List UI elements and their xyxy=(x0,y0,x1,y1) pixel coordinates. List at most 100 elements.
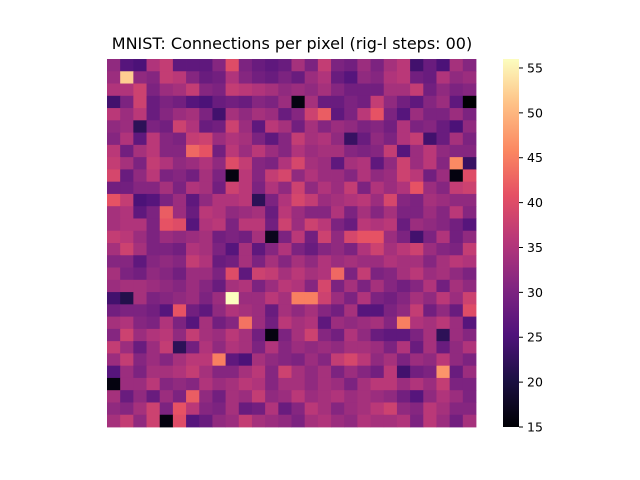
heatmap-cell xyxy=(107,341,121,354)
heatmap-cell xyxy=(357,402,371,416)
heatmap-cell xyxy=(449,328,464,342)
heatmap-cell xyxy=(265,304,279,317)
heatmap-cell xyxy=(146,377,161,391)
heatmap-cell xyxy=(278,230,292,244)
heatmap-cell xyxy=(317,120,332,133)
heatmap-cell xyxy=(449,169,464,183)
heatmap-cell xyxy=(331,157,345,170)
heatmap-cell xyxy=(225,193,240,207)
heatmap-cell xyxy=(199,414,213,428)
heatmap-cell xyxy=(317,414,332,428)
heatmap-cell xyxy=(344,328,358,342)
heatmap-cell xyxy=(331,206,345,219)
heatmap-cell xyxy=(186,206,200,219)
heatmap-cell xyxy=(278,304,292,317)
heatmap-cell xyxy=(212,193,227,207)
heatmap-cell xyxy=(199,193,213,207)
heatmap-cell xyxy=(133,390,147,403)
heatmap-cell xyxy=(186,181,200,195)
heatmap-cell xyxy=(396,279,411,293)
heatmap-cell xyxy=(133,243,147,256)
heatmap-cell xyxy=(238,157,253,170)
heatmap-cell xyxy=(133,132,147,146)
heatmap-cell xyxy=(449,108,464,121)
heatmap-cell xyxy=(225,341,240,354)
heatmap-cell xyxy=(133,328,147,342)
heatmap-cell xyxy=(133,108,147,121)
heatmap-cell xyxy=(146,193,161,207)
heatmap-cell xyxy=(396,328,411,342)
heatmap-cell xyxy=(304,353,319,367)
heatmap-cell xyxy=(120,181,134,195)
heatmap-cell xyxy=(146,206,161,219)
heatmap-cell xyxy=(265,71,279,84)
heatmap-cell xyxy=(107,108,121,121)
heatmap-cell xyxy=(186,255,200,268)
heatmap-cell xyxy=(120,341,134,354)
heatmap-cell xyxy=(251,243,266,256)
heatmap-cell xyxy=(120,206,134,219)
heatmap-cell xyxy=(436,341,451,354)
heatmap-cell xyxy=(212,390,227,403)
heatmap-cell xyxy=(370,365,385,379)
heatmap-cell xyxy=(186,341,200,354)
heatmap-cell xyxy=(383,169,398,183)
heatmap-cell xyxy=(304,193,319,207)
heatmap-cell xyxy=(423,341,437,354)
heatmap-cell xyxy=(383,353,398,367)
heatmap-cell xyxy=(370,390,385,403)
heatmap-cell xyxy=(133,353,147,367)
heatmap-cell xyxy=(172,218,187,232)
heatmap-cell xyxy=(370,328,385,342)
heatmap-cell xyxy=(396,316,411,330)
heatmap-cell xyxy=(199,267,213,281)
heatmap-cell xyxy=(186,402,200,416)
heatmap-cell xyxy=(304,304,319,317)
heatmap-cell xyxy=(199,206,213,219)
heatmap-cell xyxy=(159,328,174,342)
heatmap-cell xyxy=(291,292,306,305)
heatmap-cell xyxy=(159,402,174,416)
heatmap-cell xyxy=(159,193,174,207)
heatmap-cell xyxy=(396,108,411,121)
heatmap-cell xyxy=(107,230,121,244)
heatmap-cell xyxy=(317,402,332,416)
heatmap-cell xyxy=(331,304,345,317)
heatmap-cell xyxy=(383,83,398,97)
heatmap-cell xyxy=(331,267,345,281)
heatmap-cell xyxy=(410,292,424,305)
heatmap-cell xyxy=(186,328,200,342)
heatmap-cell xyxy=(133,157,147,170)
heatmap-cell xyxy=(120,255,134,268)
colorbar-tick-label: 55 xyxy=(527,60,543,75)
heatmap-cell xyxy=(172,181,187,195)
heatmap-cell xyxy=(107,390,121,403)
heatmap-cell xyxy=(212,353,227,367)
heatmap-cell xyxy=(423,120,437,133)
heatmap-cell xyxy=(146,108,161,121)
heatmap-cell xyxy=(120,120,134,133)
heatmap-cell xyxy=(304,328,319,342)
heatmap-cell xyxy=(238,414,253,428)
heatmap-cell xyxy=(199,341,213,354)
heatmap-cell xyxy=(383,279,398,293)
heatmap-cell xyxy=(278,132,292,146)
heatmap-cell xyxy=(436,279,451,293)
heatmap-cell xyxy=(410,206,424,219)
heatmap-cell xyxy=(212,316,227,330)
heatmap-cell xyxy=(304,390,319,403)
chart-title: MNIST: Connections per pixel (rig-l step… xyxy=(112,34,472,53)
heatmap-cell xyxy=(238,71,253,84)
heatmap-cell xyxy=(357,304,371,317)
heatmap-cell xyxy=(278,414,292,428)
heatmap-cell xyxy=(383,402,398,416)
heatmap-cell xyxy=(383,328,398,342)
heatmap-cell xyxy=(159,365,174,379)
heatmap-cell xyxy=(159,132,174,146)
heatmap-cell xyxy=(199,365,213,379)
heatmap-cell xyxy=(238,377,253,391)
heatmap-cell xyxy=(265,108,279,121)
heatmap-cell xyxy=(396,193,411,207)
heatmap-cell xyxy=(251,193,266,207)
heatmap-cell xyxy=(331,59,345,72)
